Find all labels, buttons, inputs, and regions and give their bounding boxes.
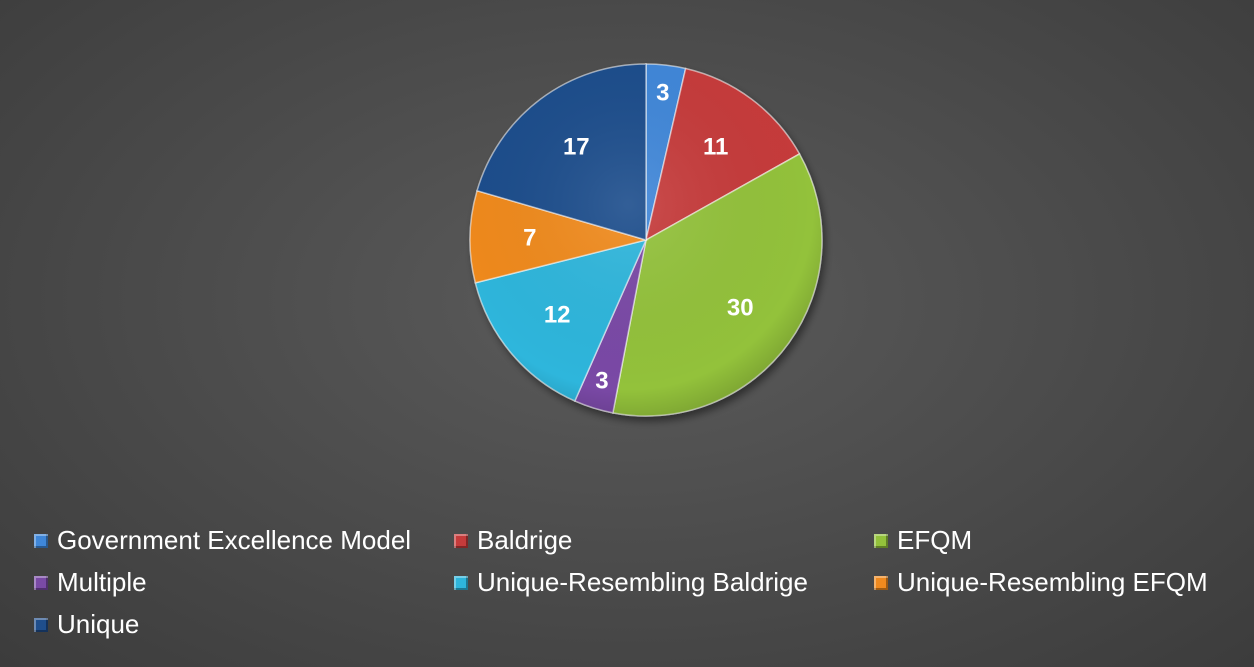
data-label-unique: 17 xyxy=(563,134,590,161)
legend-label: Baldrige xyxy=(477,525,573,555)
legend-label: EFQM xyxy=(897,525,973,555)
legend-item-efqm: EFQM xyxy=(874,525,972,556)
legend-swatch xyxy=(34,617,48,632)
legend-label: Unique-Resembling EFQM xyxy=(897,567,1208,597)
legend-swatch xyxy=(454,575,468,590)
legend-item-unique-resembling-efqm: Unique-Resembling EFQM xyxy=(874,567,1208,598)
legend-item-unique-resembling-baldrige: Unique-Resembling Baldrige xyxy=(454,567,808,598)
legend-swatch xyxy=(34,533,48,548)
pie-chart-area: 3 11 30 3 12 7 17 xyxy=(469,63,823,417)
legend-label: Government Excellence Model xyxy=(57,525,412,555)
legend-swatch xyxy=(874,575,888,590)
legend-swatch xyxy=(454,533,468,548)
legend-label: Unique-Resembling Baldrige xyxy=(477,567,808,597)
data-label-multiple: 3 xyxy=(595,368,608,395)
legend-item-unique: Unique xyxy=(34,609,139,640)
data-label-unique-resembling-efqm: 7 xyxy=(523,224,536,251)
pie-chart: 3 11 30 3 12 7 17 xyxy=(469,63,823,417)
legend-swatch xyxy=(874,533,888,548)
legend-swatch xyxy=(34,575,48,590)
legend-item-baldrige: Baldrige xyxy=(454,525,572,556)
data-label-efqm: 30 xyxy=(727,294,754,321)
data-label-unique-resembling-baldrige: 12 xyxy=(544,301,571,328)
legend-label: Unique xyxy=(57,609,140,639)
data-label-government-excellence-model: 3 xyxy=(656,80,669,107)
legend-item-government-excellence-model: Government Excellence Model xyxy=(34,525,411,556)
data-label-baldrige: 11 xyxy=(703,134,728,161)
legend-item-multiple: Multiple xyxy=(34,567,147,598)
legend-label: Multiple xyxy=(57,567,147,597)
